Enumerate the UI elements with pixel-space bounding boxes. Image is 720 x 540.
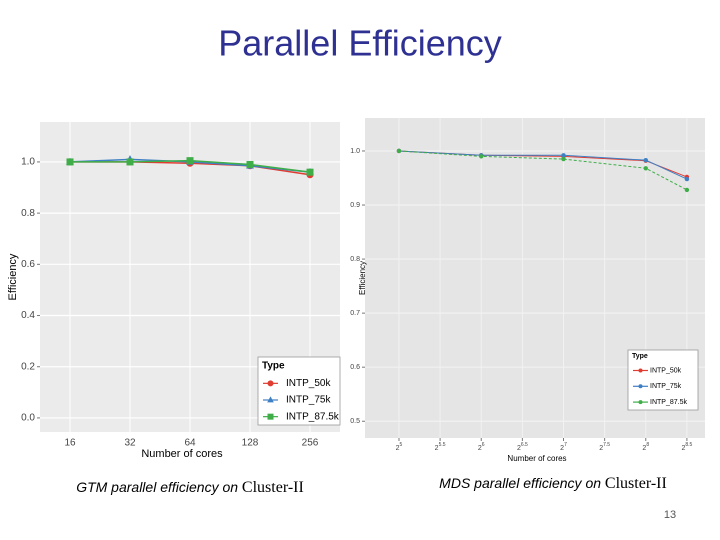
legend-marker (638, 400, 643, 405)
x-tick-label: 28 (642, 442, 649, 452)
y-tick-label: 0.9 (350, 202, 360, 209)
tick-base: 2 (435, 445, 439, 452)
page-number: 13 (664, 509, 676, 521)
x-tick-label: 16 (64, 438, 76, 449)
y-tick-label: 0.6 (21, 259, 35, 270)
tick-base: 2 (681, 445, 685, 452)
legend-label: INTP_75k (650, 383, 682, 390)
caption: MDS parallel efficiency on Cluster-II (439, 475, 667, 492)
tick-base: 2 (517, 445, 521, 452)
y-axis-label: Efficiency (358, 261, 367, 295)
caption-lead: MDS parallel efficiency on (439, 475, 605, 491)
y-tick-label: 1.0 (350, 148, 360, 155)
caption-tail: Cluster-II (605, 475, 667, 492)
y-tick-label: 0.0 (21, 413, 35, 424)
marker (479, 154, 484, 159)
tick-exponent: 7 (564, 442, 567, 448)
caption-tail: Cluster-II (242, 479, 304, 496)
legend-label: INTP_50k (286, 378, 331, 389)
marker (396, 148, 402, 154)
x-tick-label: 256 (302, 438, 319, 449)
tick-exponent: 5 (400, 442, 403, 448)
x-tick-label: 26.5 (517, 442, 528, 452)
x-tick-label: 32 (124, 438, 136, 449)
marker (684, 176, 690, 182)
tick-exponent: 6.5 (521, 442, 528, 448)
legend-box (627, 349, 699, 411)
legend-marker (267, 396, 274, 403)
legend-marker (267, 413, 274, 420)
x-axis-label: Number of cores (141, 448, 223, 460)
x-axis-label: Number of cores (507, 454, 566, 463)
x-tick-label: 25 (396, 442, 403, 452)
y-tick-label: 0.6 (350, 364, 360, 371)
tick-exponent: 6 (482, 442, 485, 448)
y-tick-label: 0.5 (350, 418, 360, 425)
y-axis-label: Efficiency (7, 253, 19, 300)
legend-label: INTP_87.5k (286, 411, 340, 422)
tick-base: 2 (642, 445, 646, 452)
x-tick-label: 27.5 (599, 442, 610, 452)
x-tick-label: 27 (560, 442, 567, 452)
y-tick-label: 0.8 (21, 208, 35, 219)
legend-label: INTP_87.5k (650, 399, 687, 406)
marker (561, 153, 566, 158)
x-tick-label: 25.5 (435, 442, 446, 452)
tick-exponent: 7.5 (603, 442, 610, 448)
marker (246, 160, 254, 168)
tick-base: 2 (599, 445, 603, 452)
legend-marker (638, 384, 643, 389)
marker (643, 166, 648, 171)
marker (126, 158, 134, 166)
marker (66, 158, 74, 166)
legend-title: Type (632, 353, 648, 360)
tick-base: 2 (396, 445, 400, 452)
marker (561, 156, 566, 162)
legend-title: Type (262, 361, 285, 372)
marker (186, 157, 194, 165)
tick-exponent: 5.5 (439, 442, 446, 448)
tick-base: 2 (478, 445, 482, 452)
y-tick-label: 0.7 (350, 310, 360, 317)
legend-marker (638, 368, 643, 373)
y-tick-label: 0.8 (350, 256, 360, 263)
y-tick-label: 0.4 (21, 310, 35, 321)
x-tick-label: 64 (184, 438, 196, 449)
legend-label: INTP_50k (650, 367, 682, 374)
caption: GTM parallel efficiency on Cluster-II (76, 479, 304, 496)
marker (684, 187, 690, 193)
x-tick-label: 26 (478, 442, 485, 452)
legend-marker (267, 380, 274, 387)
y-tick-label: 1.0 (21, 157, 35, 168)
y-tick-label: 0.2 (21, 361, 35, 372)
legend-label: INTP_75k (286, 395, 331, 406)
slide-title: Parallel Efficiency (218, 23, 501, 64)
marker (306, 168, 314, 176)
x-tick-label: 28.5 (681, 442, 692, 452)
marker (643, 157, 648, 163)
tick-exponent: 8 (646, 442, 649, 448)
caption-lead: GTM parallel efficiency on (76, 479, 242, 495)
tick-exponent: 8.5 (685, 442, 692, 448)
x-tick-label: 128 (242, 438, 259, 449)
tick-base: 2 (560, 445, 564, 452)
